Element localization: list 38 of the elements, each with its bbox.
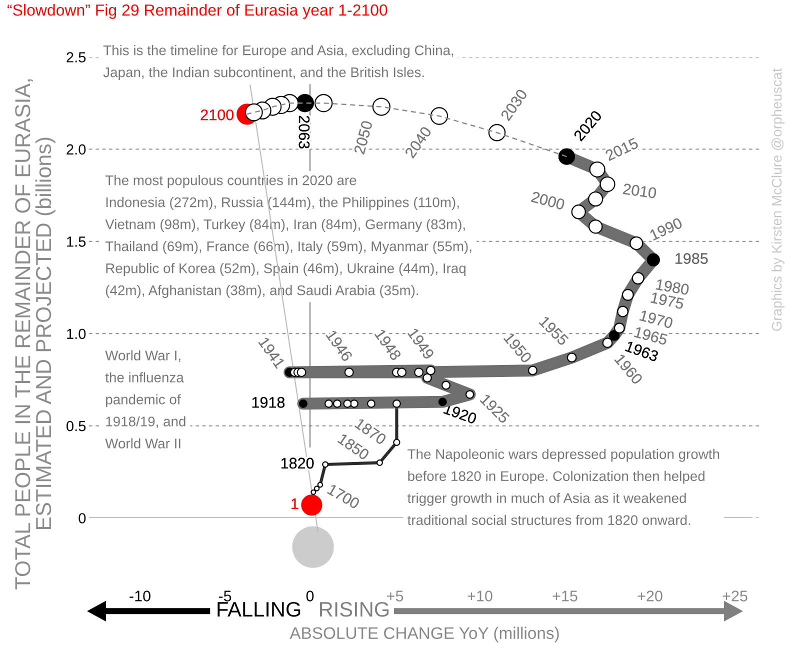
x-tick-label: +5	[387, 590, 404, 602]
y-axis-title: TOTAL PEOPLE IN THE REMAINDER OF EURASIA, ESTIMATED AND PROJECTED (billions)	[15, 79, 56, 590]
annotation: 1920	[443, 403, 478, 424]
y-tick-label: 2.5	[66, 52, 86, 62]
x-tick-label: +20	[638, 590, 662, 602]
y-tick-label: 1.5	[67, 236, 86, 247]
y-tick-label: 0	[78, 513, 86, 524]
annotation: 1980	[656, 278, 690, 296]
y-tick-label: 0.5	[66, 420, 86, 432]
annotation: 1970	[639, 310, 674, 329]
annotation: 1820	[281, 458, 314, 469]
text: FALLING	[218, 602, 300, 617]
annotation: World War I, the influenza pandemic of 1918/19, and World War II	[105, 350, 186, 448]
x-tick-label: +10	[468, 590, 492, 602]
annotation: 2063	[298, 116, 310, 148]
x-axis-title: ABSOLUTE CHANGE YoY (millions)	[290, 626, 559, 642]
annotation: 1990	[649, 217, 683, 241]
x-tick-label: +25	[722, 590, 748, 602]
annotation: The Napoleonic wars depressed population growth before 1820 in Europe. Colonization then helped trigger growth in much of Asia as it weakened traditional social structures from 1820 onward.	[408, 448, 720, 526]
annotation: 2010	[622, 183, 657, 199]
annotation: 2100	[200, 109, 234, 120]
y-tick-label: 1.0	[67, 328, 86, 340]
y-tick-label: 2.0	[66, 144, 86, 155]
annotation: 2015	[604, 137, 639, 162]
annotation: 1	[292, 498, 298, 510]
annotation: 2000	[530, 191, 566, 210]
x-tick-label: -10	[130, 590, 150, 602]
chart-title: “Slowdown” Fig 29 Remainder of Eurasia year 1-2100	[8, 4, 388, 19]
x-tick-label: -5	[218, 590, 232, 602]
annotation: This is the timeline for Europe and Asia, excluding China, Japan, the Indian subcontinent, and the British Isles.	[103, 45, 454, 80]
x-tick-label: 0	[306, 590, 314, 602]
x-tick-label: +15	[552, 590, 578, 602]
annotation: 1700	[327, 484, 360, 510]
annotation: The most populous countries in 2020 are Indonesia (272m), Russia (144m), the Philippines (110m), Vietnam (98m), Turkey (84m), Iran (84m), Germany (83m), Thailand (69m), France (66m), Italy (59m), Myanmar (55m), Republic of Korea (52m), Spain (46m), Ukraine (44m), Iraq (42m), Afghanistan (38m), and Saudi Arabia (35m).	[105, 175, 472, 298]
annotation: 1918	[252, 396, 285, 408]
annotation: 2050	[354, 120, 373, 155]
annotation: 1985	[676, 253, 708, 264]
text: RISING	[320, 602, 389, 617]
